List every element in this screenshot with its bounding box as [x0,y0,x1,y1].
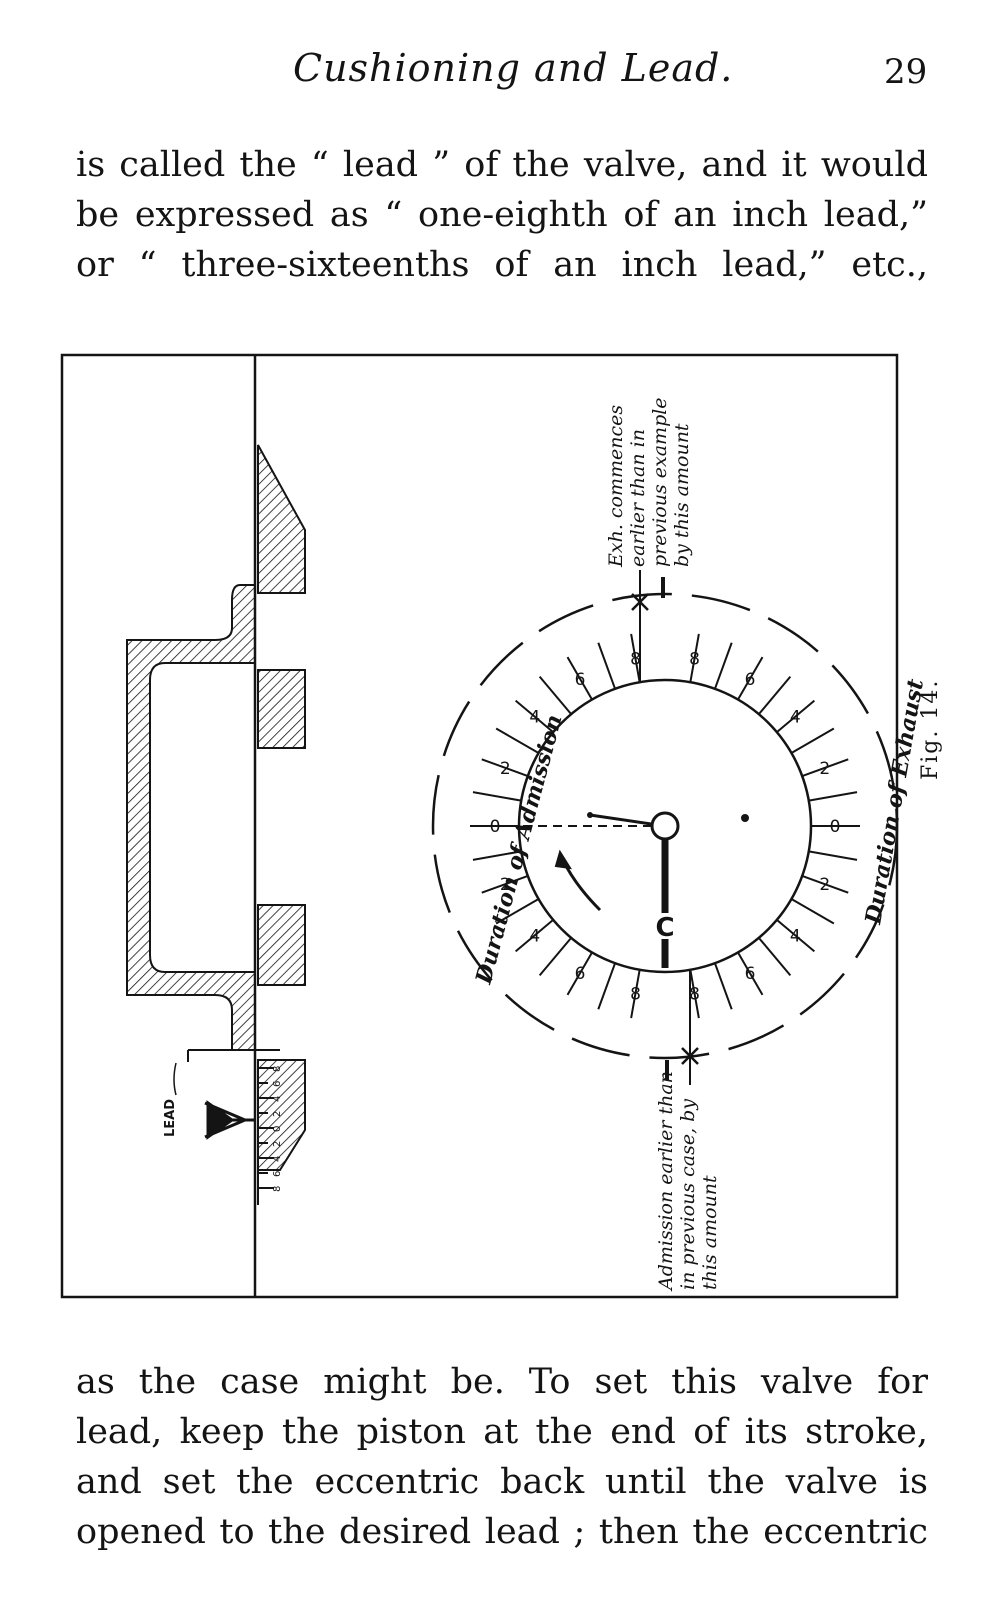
dial-tick [538,937,572,977]
dial-tick [630,969,641,1019]
dial-tick [689,969,700,1019]
dial-tick [630,633,641,683]
text-line: opened to the desired lead ; then the ec… [76,1512,928,1552]
dial-tick [713,962,733,1010]
dial-tick [597,642,617,690]
dial-tick [495,727,540,754]
scale-number: 4 [272,1156,283,1162]
dial-tick [538,675,572,715]
dial-number: 8 [689,650,700,670]
dial-number: 8 [630,650,641,670]
pointer-arrow [204,1100,246,1140]
dial-number: 4 [790,708,801,728]
figure-caption: Fig. 14. [918,678,943,780]
dial-number: 6 [575,670,586,690]
duration-admission-label: Duration of Admission [470,712,567,988]
dial-tick [514,919,554,953]
text-line: and set the eccentric back until the val… [76,1462,928,1502]
dial-tick [758,937,792,977]
scale-number: 6 [272,1081,283,1087]
crank-pin [650,811,680,841]
valve-diagram: 8 6 4 2 0 2 4 6 8 8 6 4 2 0 2 4 6 8 C Exh. commences earl… [431,391,929,1292]
admission-note: Admission earlier than in previous case,… [655,1065,721,1292]
scale-number: 0 [272,1126,283,1132]
dial-tick [481,758,529,778]
dial-tick [472,791,522,802]
dial-number: 4 [529,708,540,728]
scale-number: 2 [272,1141,283,1147]
dial-tick [566,951,593,996]
dial-tick [758,675,792,715]
dial-tick [472,850,522,861]
dial-number: 4 [529,926,540,946]
scale-number: 4 [272,1096,283,1102]
lead-label: LEAD [163,1099,178,1137]
dial-number: 2 [500,759,511,779]
dial-tick [776,919,816,953]
dial-number: 2 [500,875,511,895]
dial-tick [514,699,554,733]
dial-tick [808,850,858,861]
dial-number: 4 [790,926,801,946]
dial-tick [737,656,764,701]
dial-tick [776,699,816,733]
dial-tick [801,874,849,894]
dial-tick [481,874,529,894]
dial-number: 6 [745,670,756,690]
dial-number: 8 [630,984,641,1004]
text-line: lead, keep the piston at the end of its … [76,1412,928,1452]
dial-tick [808,791,858,802]
scale-number: 8 [272,1186,283,1192]
lead-scale: 8 6 4 2 0 2 4 6 8 LEAD [163,1049,283,1205]
text-line: is called the “ lead ” of the valve, and… [76,145,928,185]
text-line: be expressed as “ one-eighth of an inch … [76,195,928,235]
dial-number: 6 [745,964,756,984]
dial-number: 0 [490,817,501,837]
paragraph-top: is called the “ lead ” of the valve, and… [76,140,928,290]
dial-tick [801,758,849,778]
dial-tick [790,898,835,925]
text-line: or “ three-sixteenths of an inch lead,” … [76,245,928,285]
dial-tick [689,633,700,683]
dial-tick [737,951,764,996]
scale-number: 8 [272,1066,283,1072]
page-number: 29 [884,52,928,92]
dial-number: 0 [830,817,841,837]
dial-number: 2 [819,759,830,779]
dial-number: 8 [689,984,700,1004]
dial-number: 6 [575,964,586,984]
dial-tick [566,656,593,701]
dial-tick [597,962,617,1010]
scale-number: 2 [272,1111,283,1117]
port-bars [257,444,306,1171]
dial-tick [790,727,835,754]
paragraph-bottom: as the case might be. To set this valve … [76,1357,928,1557]
slide-valve [126,584,256,1051]
text-line: as the case might be. To set this valve … [76,1362,928,1402]
running-head-title: Cushioning and Lead. [293,46,734,90]
center-dot [741,814,749,822]
dial-number: 2 [819,875,830,895]
scale-number: 6 [272,1171,283,1177]
dial-tick [495,898,540,925]
dial-tick [713,642,733,690]
crank-label: C [655,913,674,943]
exhaust-note: Exh. commences earlier than in previous … [605,391,693,568]
